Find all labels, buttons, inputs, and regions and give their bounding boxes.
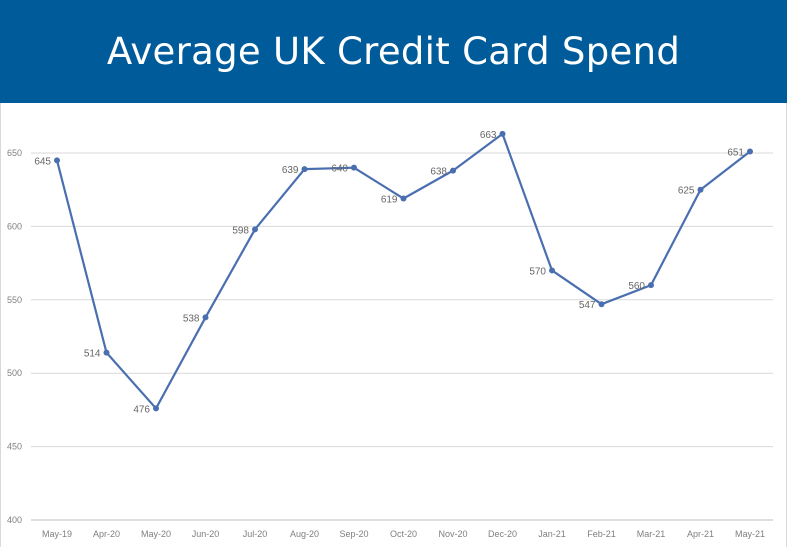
chart-area: 400 450 500 550 600 650 May-19 Apr-20 May-20 Jun… (0, 103, 787, 547)
series-points (54, 130, 753, 412)
x-tick-label: Jul-20 (243, 529, 268, 539)
data-label: 639 (282, 165, 299, 176)
y-axis-ticks: 400 450 500 550 600 650 (7, 148, 22, 525)
x-axis-ticks: May-19 Apr-20 May-20 Jun-20 Jul-20 Aug-20 Sep-… (42, 529, 765, 539)
data-label: 570 (529, 266, 546, 277)
y-tick-label: 650 (7, 148, 22, 158)
data-point (301, 166, 308, 173)
data-label: 625 (678, 186, 695, 197)
data-label: 560 (628, 281, 645, 292)
title-banner: Average UK Credit Card Spend (0, 0, 787, 103)
data-point (499, 130, 506, 137)
data-label: 619 (381, 195, 398, 206)
data-point (648, 282, 654, 289)
y-tick-label: 500 (7, 368, 22, 378)
data-label: 640 (331, 164, 348, 175)
data-point (450, 167, 456, 174)
x-tick-label: May-19 (42, 529, 72, 539)
data-point (697, 186, 704, 193)
data-label: 598 (232, 225, 249, 236)
data-label: 638 (430, 167, 447, 178)
x-tick-label: Feb-21 (587, 529, 616, 539)
y-tick-label: 550 (7, 295, 22, 305)
y-tick-label: 600 (7, 221, 22, 231)
y-tick-label: 450 (7, 442, 22, 452)
chart-title: Average UK Credit Card Spend (106, 30, 681, 73)
x-tick-label: Aug-20 (290, 529, 319, 539)
x-tick-label: Apr-20 (93, 529, 120, 539)
x-tick-label: Jun-20 (192, 529, 220, 539)
series-line-path (55, 132, 751, 410)
data-point (598, 301, 605, 308)
data-point (54, 157, 60, 164)
x-tick-label: May-21 (735, 529, 765, 539)
series-line (55, 132, 751, 410)
data-point (351, 164, 357, 171)
gridlines (31, 152, 773, 521)
data-point (202, 314, 209, 321)
data-point (103, 349, 110, 356)
data-label: 514 (84, 349, 101, 360)
x-tick-label: Dec-20 (488, 529, 517, 539)
data-point (747, 148, 753, 155)
x-tick-label: May-20 (141, 529, 171, 539)
data-point (252, 226, 258, 233)
x-tick-label: Oct-20 (390, 529, 417, 539)
x-tick-label: Apr-21 (687, 529, 714, 539)
y-tick-label: 400 (7, 515, 22, 525)
data-point (400, 195, 407, 202)
x-tick-label: Jan-21 (538, 529, 566, 539)
data-label: 476 (133, 404, 150, 415)
data-label: 663 (480, 130, 497, 141)
data-point (549, 267, 555, 274)
data-label: 645 (34, 156, 51, 167)
x-tick-label: Mar-21 (637, 529, 666, 539)
data-point (153, 405, 159, 412)
x-tick-label: Nov-20 (438, 529, 467, 539)
data-label: 651 (727, 148, 744, 159)
data-label: 547 (579, 300, 596, 311)
line-chart: 400 450 500 550 600 650 May-19 Apr-20 May-20 Jun… (7, 130, 773, 539)
data-labels: 645 514 476 538 598 639 640 619 638 663 570 547 560 6… (34, 130, 744, 416)
x-tick-label: Sep-20 (339, 529, 368, 539)
data-label: 538 (183, 313, 200, 324)
